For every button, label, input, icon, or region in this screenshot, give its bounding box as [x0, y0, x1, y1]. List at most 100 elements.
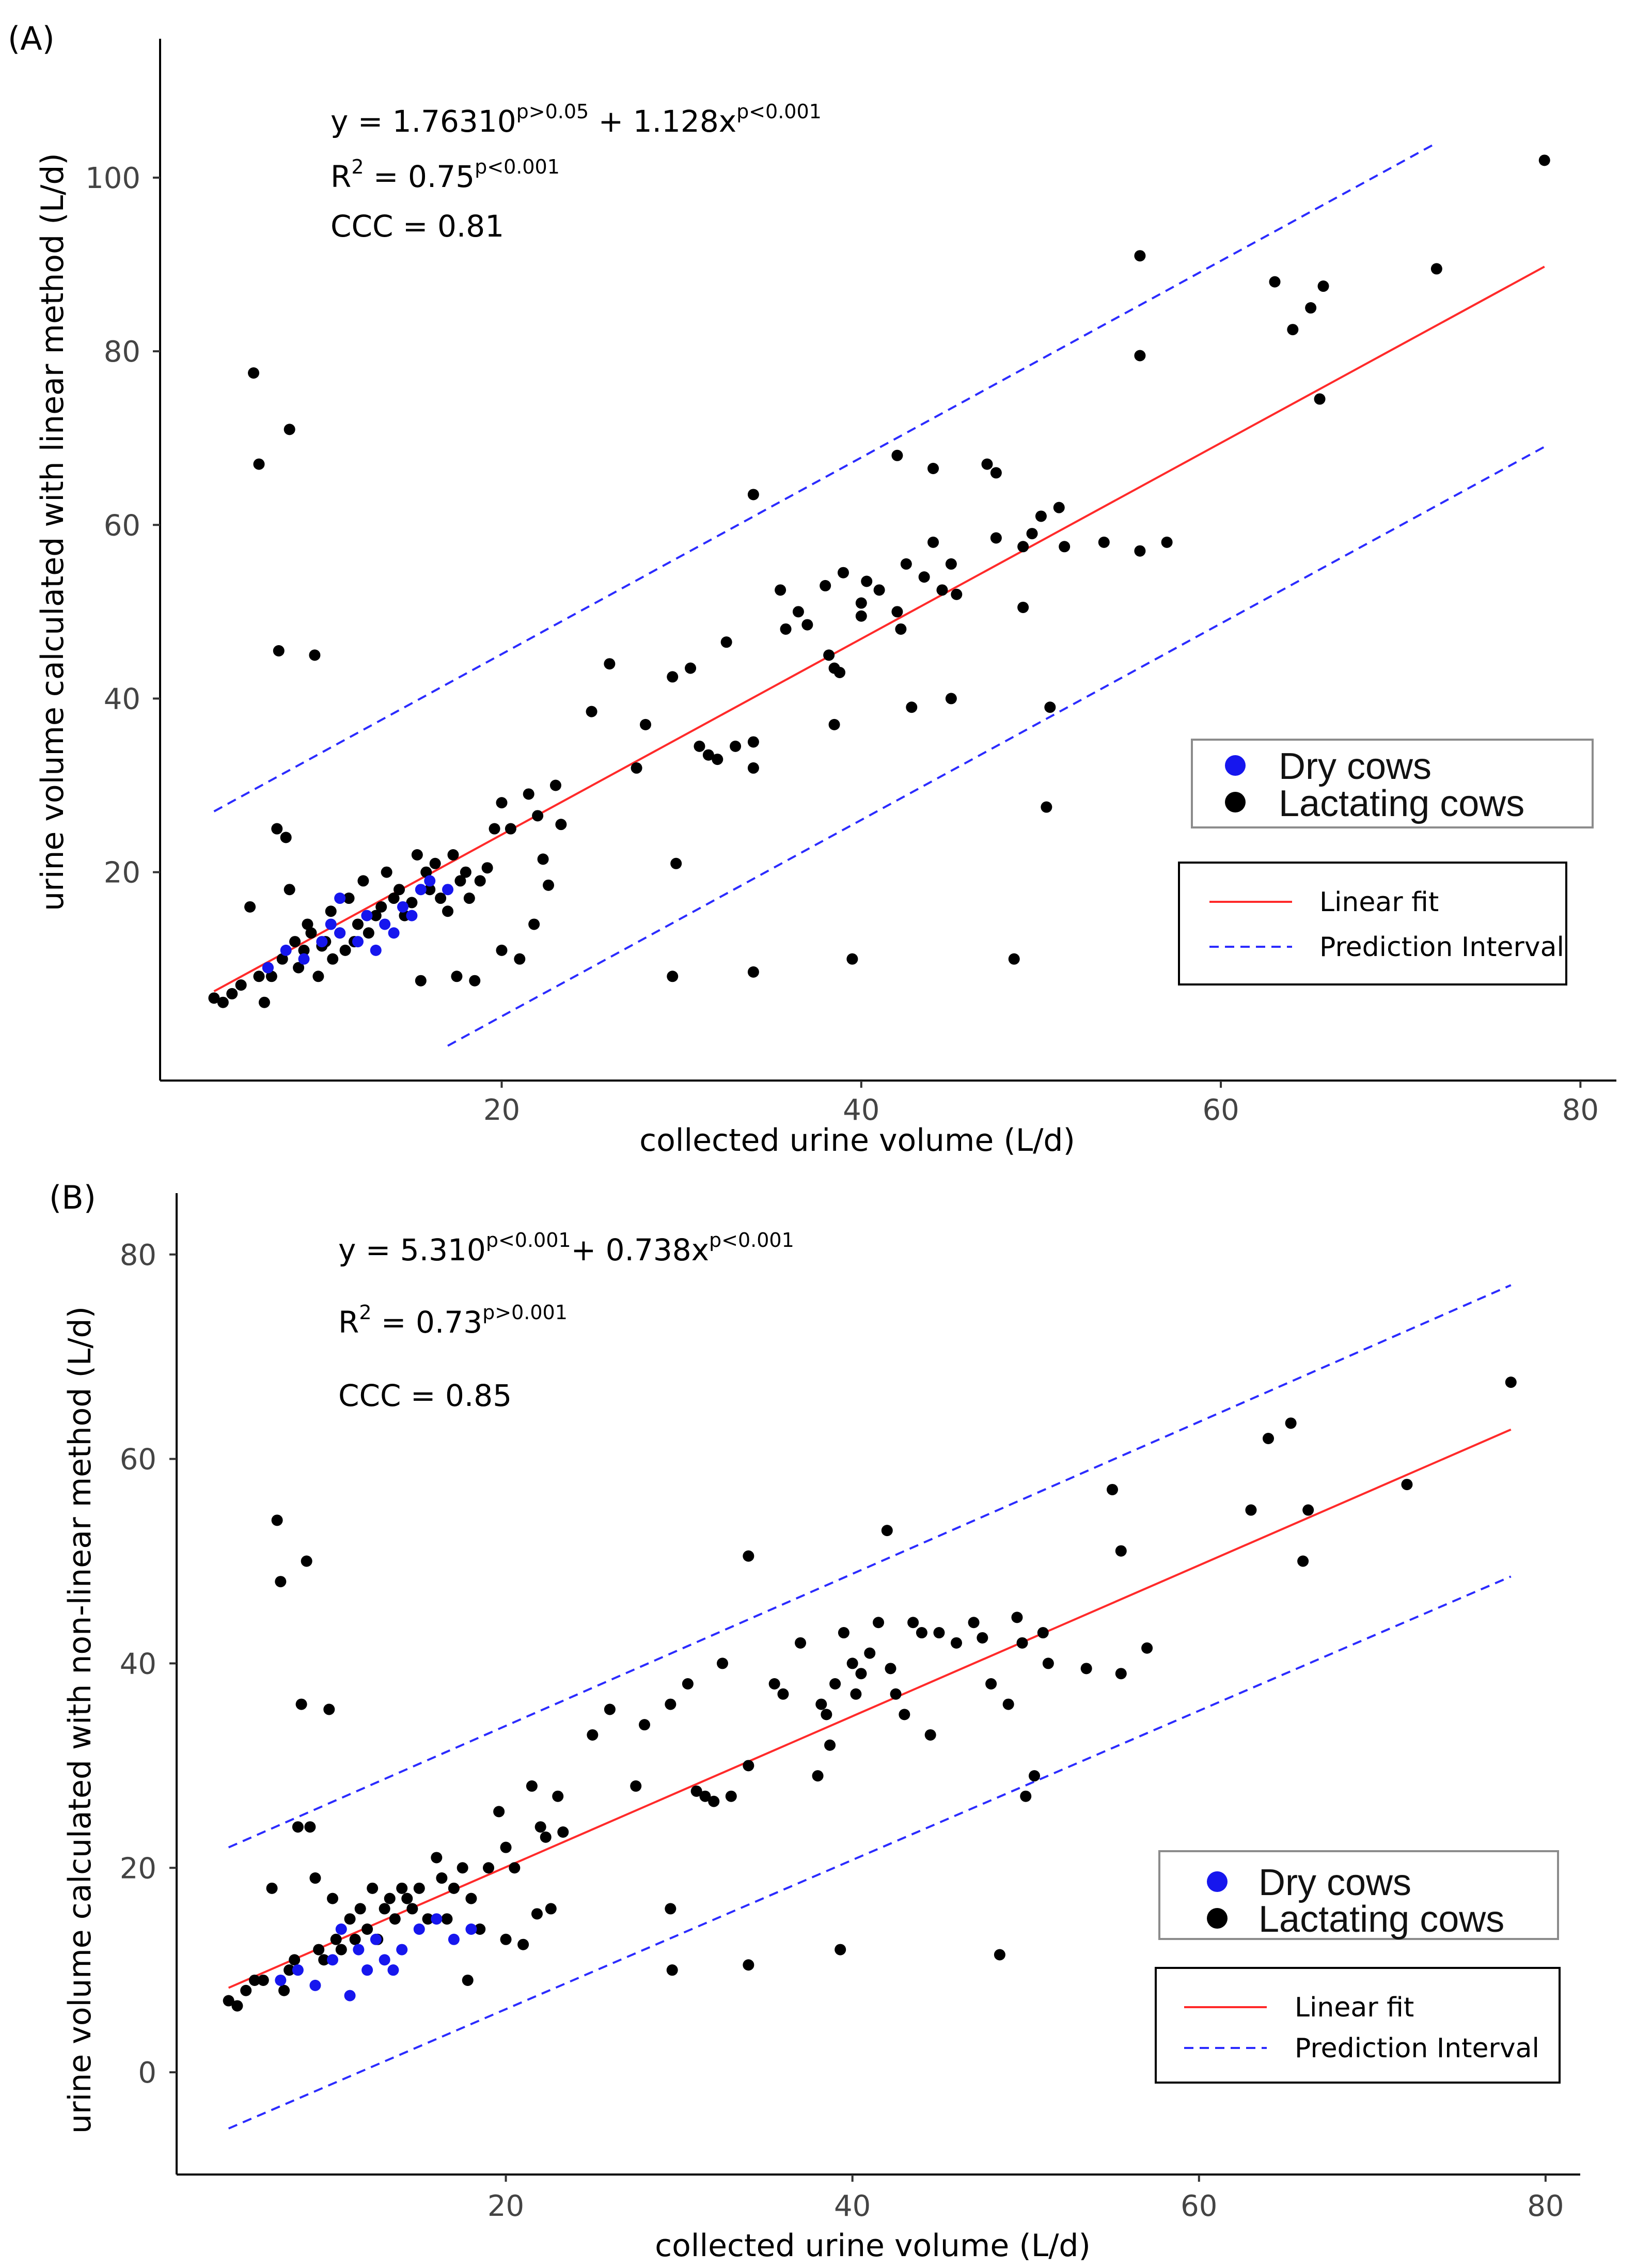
panel-b-lactating-cow-point	[448, 1882, 460, 1894]
panel-b-y-tick-label: 60	[120, 1443, 156, 1477]
panel-a-lactating-cow-point	[861, 575, 873, 587]
panel-b-lactating-cow-point	[907, 1617, 919, 1629]
panel-a-lactating-cow-point	[235, 979, 247, 991]
panel-b-lactating-cow-point	[292, 1821, 304, 1833]
panel-b-equation: y = 5.310p<0.001+ 0.738xp<0.001	[338, 1229, 794, 1268]
panel-b-lactating-cow-point	[401, 1892, 413, 1904]
panel-b-lactating-cow-point	[275, 1576, 287, 1588]
panel-a-dry-cow-point	[442, 884, 454, 896]
panel-b-legend-lactating-label: Lactating cows	[1259, 1899, 1504, 1940]
panel-b-legend-lactating-marker	[1207, 1908, 1228, 1929]
panel-b-lactating-cow-point	[462, 1974, 474, 1986]
panel-a-lactating-cow-point	[720, 636, 732, 648]
panel-a-lactating-cow-point	[343, 893, 355, 904]
panel-b-lactating-cow-point	[665, 1698, 677, 1710]
panel-b-lactating-cow-point	[354, 1903, 366, 1915]
panel-b-dry-cow-point	[413, 1923, 425, 1935]
panel-a-dry-cow-point	[325, 918, 337, 930]
panel-a-lactating-cow-point	[244, 901, 256, 913]
panel-a-lactating-cow-point	[420, 866, 432, 878]
panel-a-lactating-cow-point	[792, 606, 804, 618]
panel-b-lactating-cow-point	[1037, 1627, 1049, 1639]
panel-b-lactating-cow-point	[441, 1913, 453, 1925]
panel-a-lactating-cow-point	[747, 489, 759, 500]
panel-b-lactating-cow-point	[682, 1678, 694, 1690]
panel-b-lactating-cow-point	[1285, 1417, 1297, 1429]
panel-a-lactating-cow-point	[712, 754, 723, 765]
panel-a-lactating-cow-point	[951, 588, 963, 600]
panel-b-lactating-cow-point	[1016, 1637, 1028, 1649]
panel-a-lactating-cow-point	[918, 571, 930, 583]
panel-b-x-tick-label: 40	[834, 2189, 871, 2223]
panel-b-lactating-cow-point	[824, 1739, 836, 1751]
panel-b-lactating-cow-point	[552, 1790, 564, 1802]
panel-a-dry-cow-point	[298, 953, 310, 965]
panel-a-y-tick-label: 20	[104, 856, 140, 890]
panel-b-lactating-cow-point	[777, 1688, 789, 1700]
panel-a-x-tick-label: 80	[1562, 1093, 1599, 1127]
panel-a-lactating-cow-point	[747, 762, 759, 774]
panel-b-lactating-cow-point	[545, 1903, 557, 1915]
panel-a-lactating-cow-point	[474, 875, 486, 887]
panel-a-lactating-cow-point	[276, 953, 288, 965]
panel-a-lactating-cow-point	[253, 971, 265, 982]
panel-b-lactating-cow-point	[304, 1821, 316, 1833]
panel-a-lactating-cow-point	[1538, 154, 1550, 166]
panel-a-lactating-cow-point	[604, 658, 616, 670]
panel-b-lactating-cow-point	[330, 1933, 342, 1945]
panel-a-lactating-cow-point	[248, 367, 260, 379]
panel-b-interval-upper	[228, 1284, 1512, 1849]
panel-a-lactating-cow-point	[411, 849, 423, 861]
panel-b-lactating-cow-point	[335, 1944, 347, 1956]
panel-a-lactating-cow-point	[667, 971, 679, 982]
panel-b-dry-cow-point	[387, 1964, 399, 1976]
panel-a-dry-cow-point	[406, 910, 418, 921]
panel-b-lactating-cow-point	[743, 1959, 754, 1971]
panel-b-lactating-cow-point	[431, 1852, 443, 1864]
panel-b-lactating-cow-point	[864, 1647, 876, 1659]
panel-b-lactating-cow-point	[436, 1872, 448, 1884]
panel-b-fit-line	[228, 1428, 1512, 1989]
panel-b-lactating-cow-point	[500, 1841, 512, 1853]
panel-b-dry-cow-point	[309, 1979, 321, 1991]
panel-b-lactating-cow-point	[231, 2000, 243, 2012]
panel-b-interval-lower	[228, 1575, 1512, 2130]
panel-b-y-tick-label: 20	[120, 1852, 156, 1885]
panel-b-lactating-cow-point	[509, 1862, 521, 1874]
panel-a-legend-fit-label: Linear fit	[1319, 887, 1439, 918]
panel-b-y-tick-label: 40	[120, 1647, 156, 1681]
panel-b-lactating-cow-point	[821, 1709, 832, 1720]
panel-b-lactating-cow-point	[924, 1729, 936, 1741]
panel-a-lactating-cow-point	[1134, 350, 1146, 362]
panel-b-lactating-cow-point	[534, 1821, 546, 1833]
panel-a-lactating-cow-point	[891, 606, 903, 618]
panel-a-dry-cow-point	[424, 875, 436, 887]
panel-b-lactating-cow-point	[517, 1938, 529, 1950]
panel-b-lactating-cow-point	[725, 1790, 737, 1802]
panel-a-lactating-cow-point	[363, 927, 374, 939]
panel-a-dry-cow-point	[397, 901, 408, 913]
panel-a-prediction-interval	[213, 142, 1545, 1047]
panel-b-lactating-cow-point	[557, 1826, 569, 1838]
panel-a-lactating-cow-point	[1314, 393, 1326, 405]
panel-a-lactating-cow-point	[873, 584, 885, 596]
panel-a-lactating-cow-point	[469, 975, 481, 987]
panel-b-lactating-cow-point	[835, 1944, 846, 1956]
panel-b-legend-dry-marker	[1207, 1871, 1228, 1892]
panel-a-lactating-cow-point	[532, 810, 544, 822]
panel-a-lactating-cow-point	[1008, 953, 1020, 965]
panel-a-legend-lactating-label: Lactating cows	[1279, 783, 1524, 824]
panel-b-lactating-cow-point	[257, 1974, 269, 1986]
panel-a-lactating-cow-point	[906, 701, 918, 713]
panel-a-legend-interval-label: Prediction Interval	[1319, 932, 1564, 963]
panel-b-lactating-cow-point	[916, 1627, 927, 1639]
panel-a-lactating-cow-point	[891, 449, 903, 461]
panel-a-lactating-cow-point	[1430, 263, 1442, 275]
panel-a-y-tick-label: 40	[104, 682, 140, 716]
panel-b-lactating-cow-point	[1002, 1698, 1014, 1710]
panel-a-lactating-cow-point	[429, 857, 441, 869]
panel-a-y-axis-title: urine volume calculated with linear meth…	[35, 153, 71, 911]
panel-a-lactating-cow-point	[981, 458, 993, 470]
panel-a-fit-line	[213, 265, 1545, 993]
